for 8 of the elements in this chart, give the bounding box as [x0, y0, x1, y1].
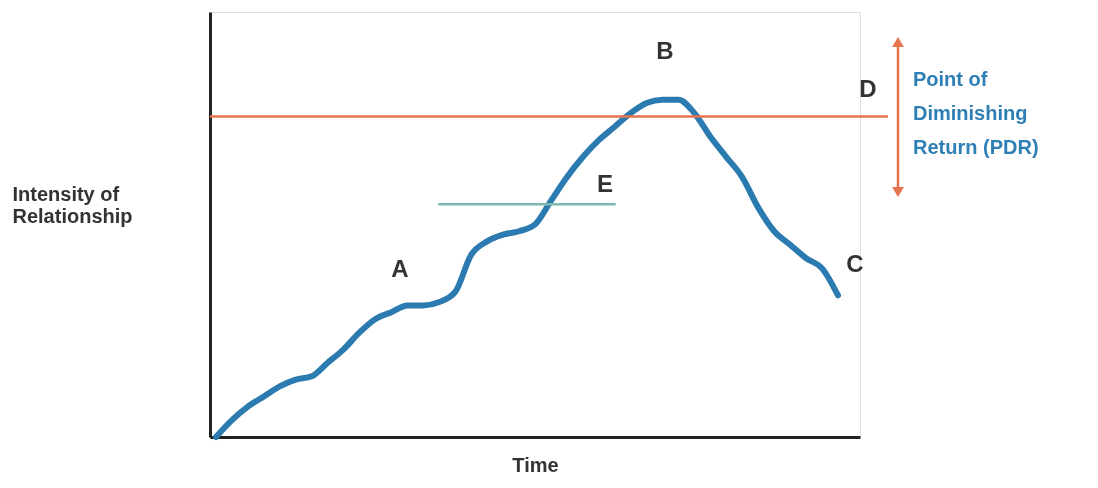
annotation: A	[391, 255, 409, 282]
legend-label: D	[859, 75, 877, 102]
annotation: E	[596, 170, 614, 197]
x-axis-title: Time	[512, 453, 559, 476]
text: B	[656, 37, 674, 64]
text: Point of Diminishing Return (PDR)	[913, 68, 1039, 158]
annotation: C	[846, 250, 864, 277]
y-axis-title: Intensity of Relationship	[12, 183, 133, 228]
